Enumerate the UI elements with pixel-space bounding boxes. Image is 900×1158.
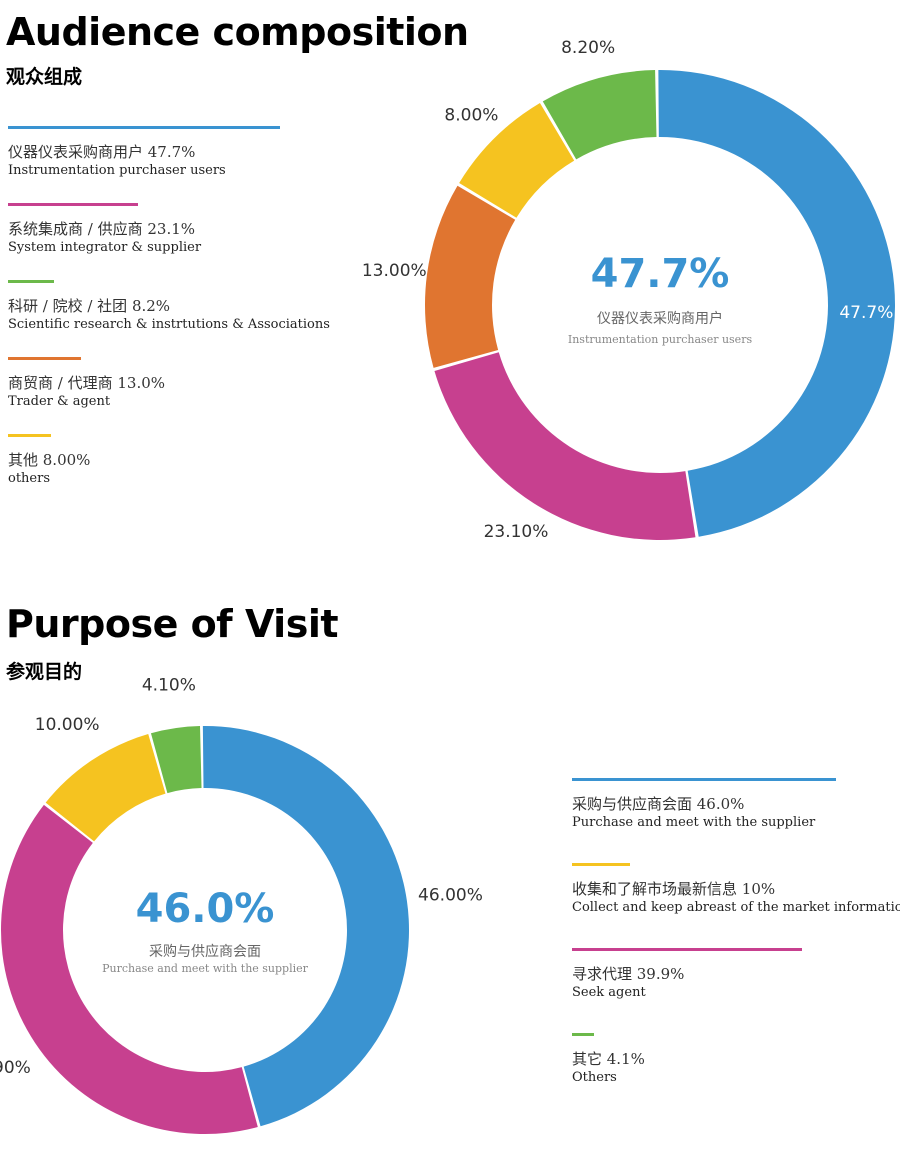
legend-label-cn: 采购与供应商会面 46.0%: [572, 795, 745, 813]
legend-label-en: Purchase and meet with the supplier: [572, 815, 816, 830]
slice-label-1: 23.10%: [484, 522, 549, 542]
legend-label-en: Others: [572, 1070, 617, 1085]
legend-item: 仪器仪表采购商用户 47.7% Instrumentation purchaser…: [8, 126, 280, 180]
slice-label-2: 10.00%: [35, 715, 100, 735]
donut-slice-4: [542, 70, 657, 160]
legend-item: 科研 / 院校 / 社团 8.2% Scientific research & i…: [8, 280, 330, 334]
slice-label-3: 4.10%: [142, 676, 196, 696]
center-value: 46.0%: [136, 886, 275, 932]
legend-item: 采购与供应商会面 46.0% Purchase and meet with the…: [572, 778, 836, 832]
legend-item: 寻求代理 39.9% Seek agent: [572, 948, 802, 1002]
legend-label-en: Trader & agent: [8, 394, 111, 409]
legend-label-en: Instrumentation purchaser users: [8, 163, 226, 178]
visit-title: Purpose of Visit: [6, 602, 339, 646]
legend-swatch: [8, 203, 138, 206]
center-value: 47.7%: [591, 251, 730, 297]
legend-label-en: Scientific research & instrtutions & Ass…: [8, 317, 330, 332]
donut-slice-0: [202, 726, 410, 1127]
legend-item: 收集和了解市场最新信息 10% Collect and keep abreast …: [572, 863, 900, 917]
audience-donut: 47.7% 23.10% 13.00% 8.00% 8.20% 47.7% 仪器仪表采购商用…: [362, 38, 895, 542]
legend-label-cn: 其它 4.1%: [572, 1050, 645, 1068]
legend-item: 其他 8.00% others: [8, 434, 90, 488]
legend-item: 商贸商 / 代理商 13.0% Trader & agent: [8, 357, 165, 411]
legend-label-cn: 科研 / 院校 / 社团 8.2%: [8, 297, 171, 315]
legend-item: 其它 4.1% Others: [572, 1033, 645, 1087]
legend-label-cn: 收集和了解市场最新信息 10%: [572, 880, 776, 898]
legend-label-en: Collect and keep abreast of the market i…: [572, 900, 900, 915]
legend-swatch: [572, 948, 802, 951]
slice-label-4: 8.20%: [561, 38, 615, 58]
visit-subtitle: 参观目的: [6, 661, 83, 683]
center-label-cn: 仪器仪表采购商用户: [597, 310, 723, 327]
legend-swatch: [572, 863, 630, 866]
center-label-en: Instrumentation purchaser users: [568, 333, 753, 346]
donut-slice-2: [45, 734, 166, 842]
donut-slice-3: [150, 726, 202, 794]
audience-subtitle: 观众组成: [6, 66, 83, 88]
donut-slice-0: [658, 70, 895, 537]
legend-swatch: [8, 357, 81, 360]
donut-slice-1: [1, 804, 258, 1134]
slice-label-0: 47.7%: [839, 303, 893, 323]
legend-label-en: Seek agent: [572, 985, 646, 1000]
slice-label-2: 13.00%: [362, 261, 427, 281]
donut-slice-2: [425, 185, 516, 368]
legend-swatch: [572, 778, 836, 781]
donut-slice-1: [434, 352, 696, 540]
legend-label-cn: 仪器仪表采购商用户 47.7%: [8, 143, 196, 161]
legend-label-en: System integrator & supplier: [8, 240, 202, 255]
slice-label-1: 39.90%: [0, 1058, 31, 1078]
legend-item: 系统集成商 / 供应商 23.1% System integrator & sup…: [8, 203, 201, 257]
legend-label-cn: 其他 8.00%: [8, 451, 91, 469]
legend-swatch: [8, 280, 54, 283]
visit-donut: 46.00% 39.90% 10.00% 4.10% 46.0% 采购与供应商会面 Purc…: [0, 676, 483, 1134]
legend-label-en: others: [8, 471, 51, 486]
legend-label-cn: 系统集成商 / 供应商 23.1%: [8, 220, 196, 238]
legend-swatch: [572, 1033, 594, 1036]
slice-label-0: 46.00%: [418, 886, 483, 906]
legend-swatch: [8, 126, 280, 129]
audience-title: Audience composition: [6, 10, 469, 54]
center-label-en: Purchase and meet with the supplier: [102, 962, 309, 975]
donut-slice-3: [459, 102, 575, 218]
center-label-cn: 采购与供应商会面: [149, 943, 261, 960]
slice-label-3: 8.00%: [444, 106, 498, 126]
legend-label-cn: 商贸商 / 代理商 13.0%: [8, 374, 166, 392]
legend-label-cn: 寻求代理 39.9%: [572, 965, 685, 983]
legend-swatch: [8, 434, 51, 437]
